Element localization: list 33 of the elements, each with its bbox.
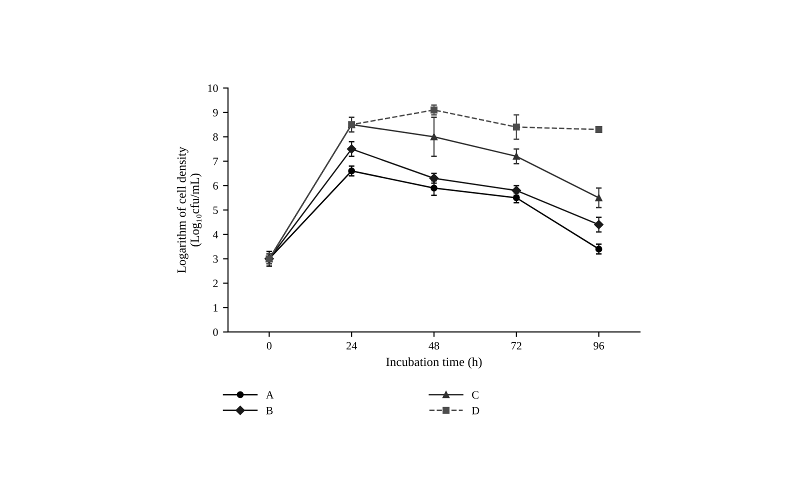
point — [512, 152, 520, 160]
legend-label: A — [266, 391, 274, 399]
x-tick-label: 24 — [346, 342, 357, 350]
y-tick-label: 7 — [213, 158, 218, 166]
x-tick-label: 72 — [512, 342, 522, 350]
point — [595, 126, 602, 133]
point — [512, 124, 520, 131]
point — [346, 144, 356, 154]
x-tick-label: 48 — [428, 342, 440, 350]
y-tick-label: 0 — [213, 328, 218, 336]
x-tick-label: 0 — [266, 342, 272, 350]
x-axis-title: Incubation time (h) — [386, 357, 482, 369]
y-tick-label: 8 — [213, 133, 218, 141]
y-tick-label: 5 — [213, 206, 218, 214]
point — [594, 220, 604, 230]
y-tick-label: 10 — [208, 84, 218, 92]
point — [595, 194, 602, 202]
point — [348, 167, 356, 174]
legend-label: B — [266, 406, 273, 414]
y-tick-label: 1 — [214, 304, 218, 312]
point — [430, 106, 438, 114]
y-tick-label: 4 — [212, 230, 218, 238]
point — [430, 133, 438, 140]
y-tick-label: 2 — [213, 280, 218, 288]
y-tick-label: 6 — [213, 182, 218, 190]
y-tick-label: 3 — [213, 255, 218, 263]
x-tick-label: 96 — [594, 342, 604, 350]
legend-label: D — [472, 406, 480, 414]
y-axis-title: Logarithm of cell density (Log₁₀cfu/mL) — [176, 146, 202, 273]
point — [595, 246, 602, 253]
point — [430, 184, 438, 192]
legend-label: C — [472, 391, 478, 399]
y-tick-label: 9 — [213, 108, 218, 116]
